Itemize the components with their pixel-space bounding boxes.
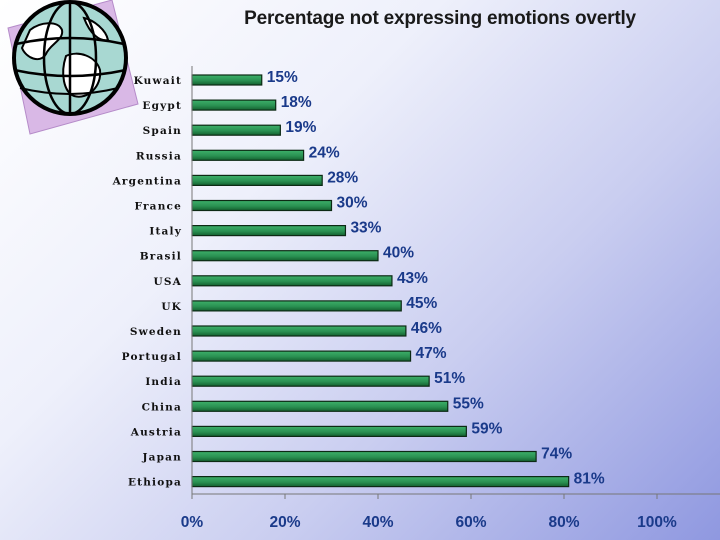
bar-china <box>191 400 449 412</box>
bar-ethiopa <box>191 476 570 488</box>
bar-russia <box>191 149 305 161</box>
bar-austria <box>191 425 467 437</box>
category-label: Spain <box>143 125 182 137</box>
category-label: Argentina <box>112 175 182 187</box>
category-label: USA <box>154 276 183 288</box>
bar-argentina <box>191 174 323 186</box>
category-label: France <box>134 201 182 213</box>
value-label: 46% <box>411 320 442 337</box>
category-label: Sweden <box>130 326 182 338</box>
bar-spain <box>191 124 281 136</box>
category-label: Austria <box>130 426 182 438</box>
category-label: Kuwait <box>134 75 182 87</box>
value-label: 18% <box>281 94 312 111</box>
category-label: India <box>145 376 182 388</box>
bar-portugal <box>191 350 412 362</box>
category-label: Portugal <box>122 351 182 363</box>
value-label: 15% <box>267 69 298 86</box>
x-tick-label: 100% <box>637 514 677 531</box>
bar-kuwait <box>191 74 263 86</box>
bar-india <box>191 375 430 387</box>
value-label: 24% <box>309 144 340 161</box>
value-label: 45% <box>406 295 437 312</box>
category-label: China <box>142 401 182 413</box>
bar-egypt <box>191 99 277 111</box>
bar-sweden <box>191 325 407 337</box>
value-label: 81% <box>574 471 605 488</box>
value-label: 40% <box>383 245 414 262</box>
category-label: Italy <box>149 226 182 238</box>
bar-italy <box>191 225 347 237</box>
category-label: Japan <box>141 452 182 464</box>
value-label: 51% <box>434 370 465 387</box>
chart-title: Percentage not expressing emotions overt… <box>244 8 636 29</box>
category-label: UK <box>161 301 182 313</box>
bar-brasil <box>191 250 379 262</box>
value-label: 43% <box>397 270 428 287</box>
x-tick-label: 20% <box>269 514 300 531</box>
value-label: 19% <box>285 119 316 136</box>
bar-uk <box>191 300 402 312</box>
value-label: 30% <box>337 195 368 212</box>
category-label: Russia <box>136 150 182 162</box>
value-label: 33% <box>350 220 381 237</box>
category-label: Brasil <box>140 251 182 263</box>
bar-france <box>191 199 333 212</box>
value-label: 47% <box>416 345 447 362</box>
value-label: 74% <box>541 446 572 463</box>
value-label: 55% <box>453 395 484 412</box>
bar-usa <box>191 275 393 287</box>
value-label: 28% <box>327 169 358 186</box>
x-tick-label: 60% <box>455 514 486 531</box>
x-tick-label: 40% <box>362 514 393 531</box>
globe-clipart-icon <box>7 0 139 135</box>
category-label: Ethiopa <box>128 477 182 489</box>
bar-japan <box>191 450 537 463</box>
x-tick-label: 0% <box>181 514 204 531</box>
x-tick-label: 80% <box>548 514 579 531</box>
category-label: Egypt <box>142 100 182 112</box>
value-label: 59% <box>471 420 502 437</box>
